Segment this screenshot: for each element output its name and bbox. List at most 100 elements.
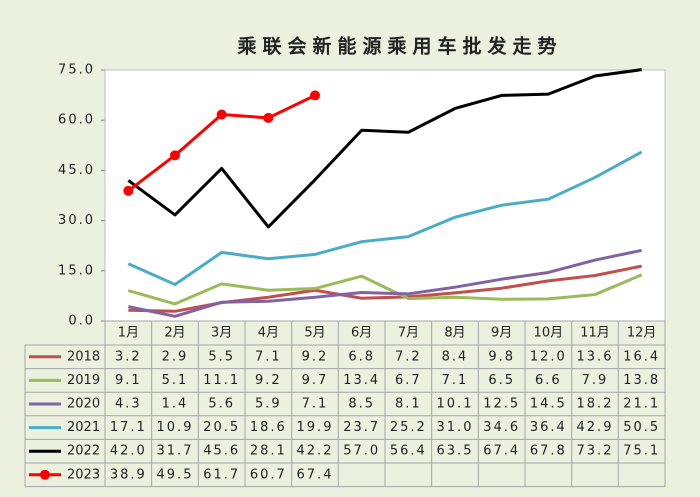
table-value: 18.6 [250,420,287,435]
x-tick-label: 10月 [534,326,564,341]
table-value: 42.2 [297,444,334,459]
marker [170,150,180,161]
table-value: 49.5 [157,467,194,482]
table-value: 73.2 [577,444,614,459]
x-tick-label: 4月 [258,326,279,341]
table-value: 9.2 [255,373,282,388]
legend-label: 2019 [67,373,100,388]
table-value: 6.7 [395,373,422,388]
table-value: 6.6 [535,373,562,388]
legend-label: 2022 [67,444,100,459]
x-tick-label: 1月 [118,326,139,341]
table-value: 5.5 [208,349,235,364]
plot-area [104,69,666,322]
table-value: 20.5 [203,420,240,435]
table-value: 23.7 [343,420,380,435]
marker [123,185,134,196]
table-value: 57.0 [343,444,380,459]
table-value: 6.8 [348,349,375,364]
table-value: 13.6 [577,349,614,364]
table-value: 8.5 [348,397,375,412]
table-value: 56.4 [390,444,427,459]
table-value: 8.1 [395,397,422,412]
table-value: 14.5 [530,397,567,412]
table-value: 5.6 [208,397,235,412]
table-value: 3.2 [115,349,142,364]
x-tick-label: 8月 [444,326,465,341]
table-value: 7.2 [395,349,422,364]
table-value: 42.0 [110,444,147,459]
table-value: 13.4 [343,373,380,388]
table-value: 10.1 [437,397,474,412]
table-value: 12.0 [530,349,567,364]
table-value: 9.7 [302,373,329,388]
legend-label: 2023 [67,467,100,482]
x-tick-label: 11月 [580,326,610,341]
table-value: 18.2 [577,397,614,412]
y-tick-label: 30.0 [58,213,95,228]
y-tick-label: 0.0 [68,314,95,329]
table-value: 7.9 [582,373,609,388]
marker [310,90,320,101]
table-value: 2.9 [162,349,189,364]
x-tick-label: 5月 [304,326,325,341]
table-value: 61.7 [203,467,240,482]
table-value: 31.0 [437,420,474,435]
table-value: 25.2 [390,420,427,435]
table-value: 75.1 [623,444,660,459]
table-value: 6.5 [488,373,515,388]
table-value: 50.5 [623,420,660,435]
table-value: 45.6 [203,444,240,459]
table-value: 9.8 [488,349,515,364]
table-value: 4.3 [115,397,142,412]
table-value: 63.5 [437,444,474,459]
table-value: 9.1 [115,373,142,388]
table-value: 67.8 [530,444,567,459]
table-value: 11.1 [203,373,240,388]
y-tick-label: 75.0 [58,63,95,78]
table-value: 8.4 [442,349,469,364]
table-value: 12.5 [483,397,520,412]
series-line [127,68,642,229]
legend-label: 2020 [67,397,100,412]
table-value: 5.9 [255,397,282,412]
legend-label: 2021 [67,420,100,435]
legend-marker [40,469,50,480]
table-value: 19.9 [297,420,334,435]
table-value: 21.1 [623,397,660,412]
table-value: 10.9 [157,420,194,435]
table-value: 67.4 [483,444,520,459]
table-value: 28.1 [250,444,287,459]
x-tick-label: 6月 [351,326,372,341]
series-line [127,273,643,306]
table-value: 16.4 [623,349,660,364]
table-value: 7.1 [442,373,469,388]
table-value: 1.4 [162,397,189,412]
table-value: 34.6 [483,420,520,435]
legend-label: 2018 [67,349,100,364]
x-tick-label: 2月 [164,326,185,341]
x-tick-label: 12月 [627,326,657,341]
y-tick-label: 60.0 [58,113,95,128]
y-tick-label: 45.0 [58,163,95,178]
marker [216,109,227,120]
table-value: 9.2 [302,349,329,364]
x-tick-label: 7月 [398,326,419,341]
x-tick-label: 9月 [491,326,512,341]
table-value: 31.7 [157,444,194,459]
table-value: 7.1 [255,349,282,364]
table-value: 38.9 [110,467,147,482]
marker [263,112,274,123]
table-value: 7.1 [302,397,329,412]
table-value: 13.8 [623,373,660,388]
table-value: 5.1 [162,373,189,388]
y-tick-label: 15.0 [58,263,95,278]
series-line [127,150,643,287]
series-line [128,248,642,318]
x-tick-label: 3月 [211,326,232,341]
table-value: 60.7 [250,467,287,482]
chart-title: 乘联会新能源乘用车批发走势 [236,35,562,58]
table-value: 67.4 [297,467,334,482]
table-value: 36.4 [530,420,567,435]
